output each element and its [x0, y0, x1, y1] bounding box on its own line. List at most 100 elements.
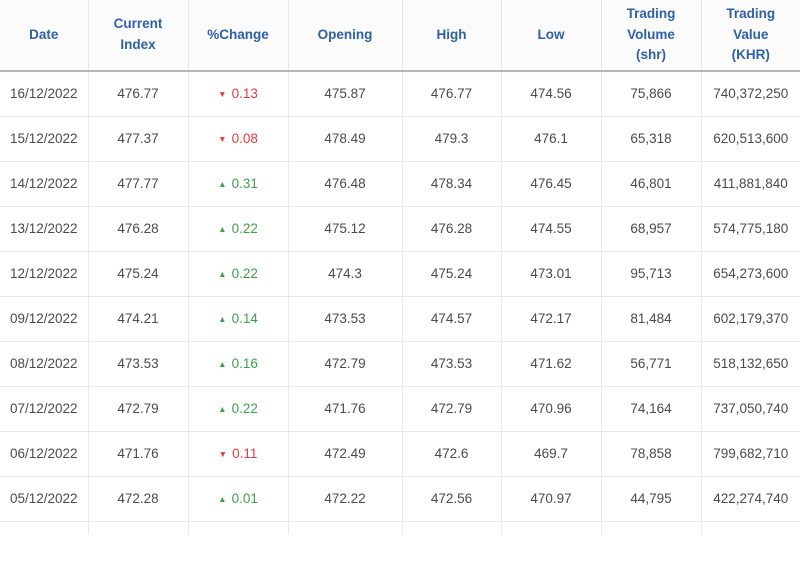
change-value: 0.22 — [231, 221, 258, 236]
cell-low: 469.7 — [501, 431, 602, 477]
cell-high: 479.3 — [402, 116, 502, 162]
change-value: 0.01 — [231, 491, 258, 506]
cell-change: ▼ 0.11 — [188, 431, 289, 477]
down-arrow-icon: ▼ — [218, 134, 227, 144]
cell-trading-volume: 65,318 — [601, 116, 702, 162]
cell-high: 476.77 — [402, 71, 502, 117]
cell-low: 470.97 — [501, 476, 602, 522]
table-row: 12/12/2022 475.24 ▲ 0.22 474.3 475.24 473.01 95… — [0, 251, 800, 297]
down-arrow-icon: ▼ — [218, 89, 227, 100]
cell-date: 12/12/2022 — [0, 251, 89, 297]
cell-opening: 474.3 — [288, 251, 403, 297]
cell-opening: 475.87 — [288, 71, 403, 117]
header-row: Date Current Index %Change Opening High Low Tr… — [0, 0, 800, 72]
empty-cell — [501, 521, 602, 534]
cell-change: ▲ 0.16 — [188, 341, 289, 387]
cell-date: 16/12/2022 — [0, 71, 89, 117]
cell-opening: 472.79 — [288, 341, 403, 387]
cell-trading-value: 518,132,650 — [701, 341, 800, 387]
cell-current-index: 476.77 — [88, 71, 189, 117]
column-header-current-index: Current Index — [88, 0, 189, 72]
cell-opening: 472.49 — [288, 431, 403, 477]
change-value: 0.22 — [231, 401, 258, 416]
empty-cell — [288, 521, 403, 534]
cell-low: 474.56 — [501, 71, 602, 117]
up-arrow-icon: ▲ — [218, 359, 227, 369]
cell-opening: 472.22 — [288, 476, 403, 522]
daily-index-table: Date Current Index %Change Opening High Low Tr… — [0, 0, 800, 534]
change-value: 0.31 — [231, 176, 258, 191]
cell-trading-volume: 68,957 — [601, 206, 702, 252]
cell-change: ▲ 0.22 — [188, 386, 289, 432]
empty-cell — [0, 521, 89, 534]
cell-change: ▼ 0.08 — [188, 116, 289, 162]
cell-low: 473.01 — [501, 251, 602, 297]
table-row: 14/12/2022 477.77 ▲ 0.31 476.48 478.34 476.45 4… — [0, 161, 800, 207]
cell-change: ▲ 0.22 — [188, 206, 289, 252]
cell-opening: 476.48 — [288, 161, 403, 207]
cell-trading-value: 411,881,840 — [701, 161, 800, 207]
down-arrow-icon: ▼ — [218, 449, 228, 459]
cell-trading-value: 799,682,710 — [701, 431, 800, 477]
cell-trading-volume: 74,164 — [601, 386, 702, 432]
cell-current-index: 477.77 — [88, 161, 189, 207]
up-arrow-icon: ▲ — [218, 269, 227, 279]
table-row: 08/12/2022 473.53 ▲ 0.16 472.79 473.53 471.62 5… — [0, 341, 800, 387]
cell-low: 474.55 — [501, 206, 602, 252]
change-value: 0.14 — [231, 311, 258, 326]
cell-date: 05/12/2022 — [0, 476, 89, 522]
column-header-trading-value: Trading Value (KHR) — [701, 0, 800, 72]
cell-high: 478.34 — [402, 161, 502, 207]
empty-cell — [88, 521, 189, 534]
cell-opening: 473.53 — [288, 296, 403, 342]
cell-high: 475.24 — [402, 251, 502, 297]
table-header: Date Current Index %Change Opening High Low Tr… — [0, 0, 800, 72]
cell-date: 06/12/2022 — [0, 431, 89, 477]
change-value: 0.16 — [231, 356, 258, 371]
column-header-opening: Opening — [288, 0, 403, 72]
up-arrow-icon: ▲ — [218, 404, 227, 414]
cell-change: ▼ 0.13 — [188, 71, 289, 117]
cell-current-index: 477.37 — [88, 116, 189, 162]
empty-cell — [188, 521, 289, 534]
cell-current-index: 473.53 — [88, 341, 189, 387]
cell-low: 476.45 — [501, 161, 602, 207]
empty-cell — [601, 521, 702, 534]
up-arrow-icon: ▲ — [218, 179, 227, 189]
cell-change: ▲ 0.01 — [188, 476, 289, 522]
cell-trading-volume: 56,771 — [601, 341, 702, 387]
cell-date: 08/12/2022 — [0, 341, 89, 387]
cell-trading-value: 574,775,180 — [701, 206, 800, 252]
change-value: 0.13 — [231, 86, 258, 102]
cell-high: 472.6 — [402, 431, 502, 477]
empty-cell — [402, 521, 502, 534]
up-arrow-icon: ▲ — [218, 494, 227, 504]
column-header-low: Low — [501, 0, 602, 72]
cell-trading-value: 620,513,600 — [701, 116, 800, 162]
cell-date: 13/12/2022 — [0, 206, 89, 252]
table-row: 06/12/2022 471.76 ▼ 0.11 472.49 472.6 469.7 78,… — [0, 431, 800, 477]
change-value: 0.08 — [231, 131, 258, 146]
cell-current-index: 474.21 — [88, 296, 189, 342]
cell-current-index: 472.79 — [88, 386, 189, 432]
cell-high: 472.79 — [402, 386, 502, 432]
table-row: 05/12/2022 472.28 ▲ 0.01 472.22 472.56 470.97 4… — [0, 476, 800, 522]
cell-low: 471.62 — [501, 341, 602, 387]
cell-change: ▲ 0.22 — [188, 251, 289, 297]
cell-change: ▲ 0.31 — [188, 161, 289, 207]
cell-date: 07/12/2022 — [0, 386, 89, 432]
table-row: 09/12/2022 474.21 ▲ 0.14 473.53 474.57 472.17 8… — [0, 296, 800, 342]
cell-trading-volume: 44,795 — [601, 476, 702, 522]
cell-opening: 478.49 — [288, 116, 403, 162]
cell-change: ▲ 0.14 — [188, 296, 289, 342]
cell-trading-volume: 95,713 — [601, 251, 702, 297]
cell-high: 473.53 — [402, 341, 502, 387]
cell-current-index: 475.24 — [88, 251, 189, 297]
column-header-date: Date — [0, 0, 89, 72]
cell-current-index: 472.28 — [88, 476, 189, 522]
cell-current-index: 471.76 — [88, 431, 189, 477]
empty-cell — [701, 521, 800, 534]
cell-high: 474.57 — [402, 296, 502, 342]
table-row: 16/12/2022 476.77 ▼ 0.13 475.87 476.77 474.56 7… — [0, 71, 800, 117]
cell-trading-volume: 78,858 — [601, 431, 702, 477]
